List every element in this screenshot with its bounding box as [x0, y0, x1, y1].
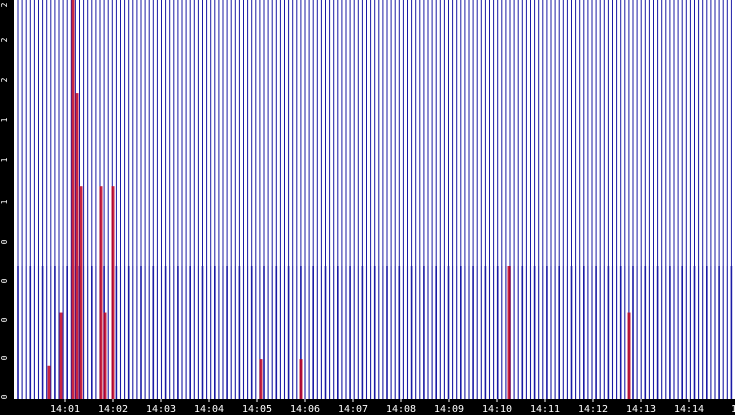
y-tick-label: 0: [0, 239, 9, 244]
red-bar: [259, 359, 263, 399]
y-tick-label: 0: [0, 394, 9, 399]
red-bar: [111, 186, 115, 399]
x-tick-label: 14:07: [338, 404, 368, 415]
red-bar: [71, 0, 75, 399]
red-series: [47, 0, 631, 399]
x-tick-label: 14:14: [674, 404, 704, 415]
red-bar: [99, 186, 103, 399]
x-tick-label: 14:11: [530, 404, 560, 415]
x-tick-label: 14:09: [434, 404, 464, 415]
red-bar: [627, 312, 631, 399]
y-tick-label: 0: [0, 355, 9, 360]
y-tick-label: 2: [0, 77, 9, 82]
x-tick-label: 14:02: [98, 404, 128, 415]
red-bar: [507, 266, 511, 399]
y-tick-label: 1: [0, 157, 9, 162]
y-tick-label: 2: [0, 2, 9, 7]
blue-series: [17, 0, 733, 399]
x-tick-label: 14:05: [242, 404, 272, 415]
x-tick-label: 14:12: [578, 404, 608, 415]
y-tick-label: 1: [0, 117, 9, 122]
y-tick-label: 2: [0, 37, 9, 42]
red-bar: [47, 365, 51, 399]
x-tick-label: 14:06: [290, 404, 320, 415]
x-tick-label: 14: [731, 404, 735, 415]
y-tick-label: 0: [0, 278, 9, 283]
x-tick-label: 14:08: [386, 404, 416, 415]
red-bar: [103, 312, 107, 399]
x-axis: 14:01 14:02 14:03 14:04 14:05 14:06 14:07 14:08…: [50, 399, 735, 415]
x-tick-label: 14:13: [626, 404, 656, 415]
red-bar: [59, 312, 63, 399]
y-tick-label: 1: [0, 199, 9, 204]
red-bar: [299, 359, 303, 399]
red-bar: [79, 186, 83, 399]
y-axis: 0 0 0 0 0 1 1 1 2 2 2: [0, 2, 9, 399]
x-tick-label: 14:01: [50, 404, 80, 415]
x-tick-label: 14:10: [482, 404, 512, 415]
red-bar: [75, 93, 79, 399]
x-tick-label: 14:04: [194, 404, 224, 415]
x-tick-label: 14:03: [146, 404, 176, 415]
y-tick-label: 0: [0, 317, 9, 322]
